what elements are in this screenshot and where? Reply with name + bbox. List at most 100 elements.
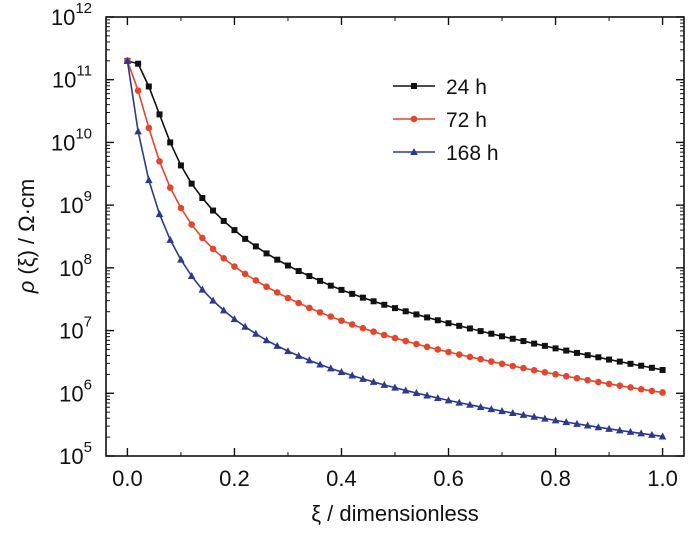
data-point-168-h [166,235,175,243]
y-tick-exponent: 11 [76,63,92,80]
data-point-168-h [134,127,142,135]
data-point-24-h [424,314,431,321]
data-point-24-h [370,298,377,305]
legend-swatch-marker [410,148,418,155]
data-point-24-h [488,330,495,337]
data-point-72-h [637,385,645,393]
series-layer [123,56,667,440]
y-tick-label: 1010 [51,125,92,155]
y-tick-label: 108 [59,251,92,281]
data-point-72-h [199,234,206,242]
series-line-72-h [126,60,663,394]
x-axis-title: ξ / dimensionless [311,501,479,526]
data-point-24-h [177,162,184,169]
y-tick-label: 1011 [52,63,92,93]
data-point-168-h [209,296,217,304]
data-point-24-h [616,358,623,365]
data-point-72-h [477,355,484,363]
data-point-168-h [369,377,378,385]
axis-ticks [106,16,684,457]
legend-item-168-h: 168 h [393,142,499,165]
data-point-24-h [509,335,516,342]
data-point-24-h [595,354,602,361]
data-point-168-h [637,429,645,437]
x-tick-label: 0.6 [433,466,464,491]
data-point-168-h [541,414,549,422]
data-point-168-h [273,341,282,349]
y-tick-base: 10 [59,256,83,281]
data-point-168-h [241,322,249,330]
data-point-168-h [198,285,207,293]
data-point-168-h [434,394,442,402]
data-point-168-h [187,272,196,280]
data-point-168-h [423,391,431,399]
data-point-72-h [509,362,517,370]
y-tick-label: 105 [59,439,92,469]
data-point-72-h [455,351,463,358]
data-point-72-h [434,346,442,353]
y-tick-exponent: 7 [84,314,92,331]
data-point-168-h [219,306,228,314]
data-point-24-h [541,342,548,349]
y-tick-base: 10 [59,193,83,218]
data-point-24-h [274,256,281,263]
data-point-72-h [370,328,377,335]
data-point-168-h [476,402,485,410]
data-point-72-h [445,348,452,356]
data-point-24-h [638,362,645,369]
y-tick-base: 10 [51,5,75,30]
data-point-72-h [306,304,313,312]
data-point-24-h [381,301,388,308]
x-tick-label: 0.0 [112,466,143,491]
data-point-72-h [252,277,260,284]
data-point-72-h [488,358,495,365]
data-point-168-h [530,412,538,420]
data-point-72-h [413,340,420,348]
y-tick-exponent: 6 [84,376,92,393]
data-point-24-h [499,333,506,340]
y-tick-base: 10 [51,130,75,155]
data-point-168-h [316,360,324,368]
data-point-168-h [391,383,399,391]
data-point-168-h [594,423,603,431]
data-point-72-h [316,309,324,316]
data-point-168-h [337,368,346,376]
legend-label: 168 h [446,142,499,165]
data-point-24-h [231,227,238,234]
data-point-24-h [466,325,473,332]
series-24-h [124,57,666,374]
data-point-72-h [530,366,538,374]
data-point-72-h [648,387,656,395]
data-point-168-h [615,426,624,434]
data-point-24-h [306,273,313,280]
data-point-72-h [391,334,399,342]
data-point-24-h [210,207,217,214]
legend-swatch-marker [411,83,417,89]
data-point-72-h [573,374,581,382]
data-point-72-h [627,384,634,391]
data-point-168-h [573,419,581,427]
legend-item-72-h: 72 h [393,109,487,132]
data-point-24-h [456,322,463,329]
data-point-168-h [294,351,303,359]
y-tick-label: 1012 [51,0,92,30]
data-point-168-h [648,430,656,438]
data-point-72-h [423,343,431,351]
data-point-72-h [209,245,217,253]
data-point-168-h [444,396,453,404]
y-axis-title-argument: (ξ) [14,250,39,275]
data-point-72-h [520,364,527,372]
data-point-24-h [220,217,227,224]
y-axis-title-symbol: ρ [14,281,39,295]
data-point-168-h [412,389,421,397]
legend-label: 24 h [446,76,487,99]
data-point-168-h [123,56,132,64]
data-point-72-h [241,270,249,278]
data-point-24-h [563,347,570,354]
data-point-72-h [145,124,153,132]
y-axis-title-unit: / Ω·cm [14,179,39,244]
data-point-168-h [487,405,496,413]
data-point-168-h [380,380,389,388]
data-point-72-h [466,353,474,361]
